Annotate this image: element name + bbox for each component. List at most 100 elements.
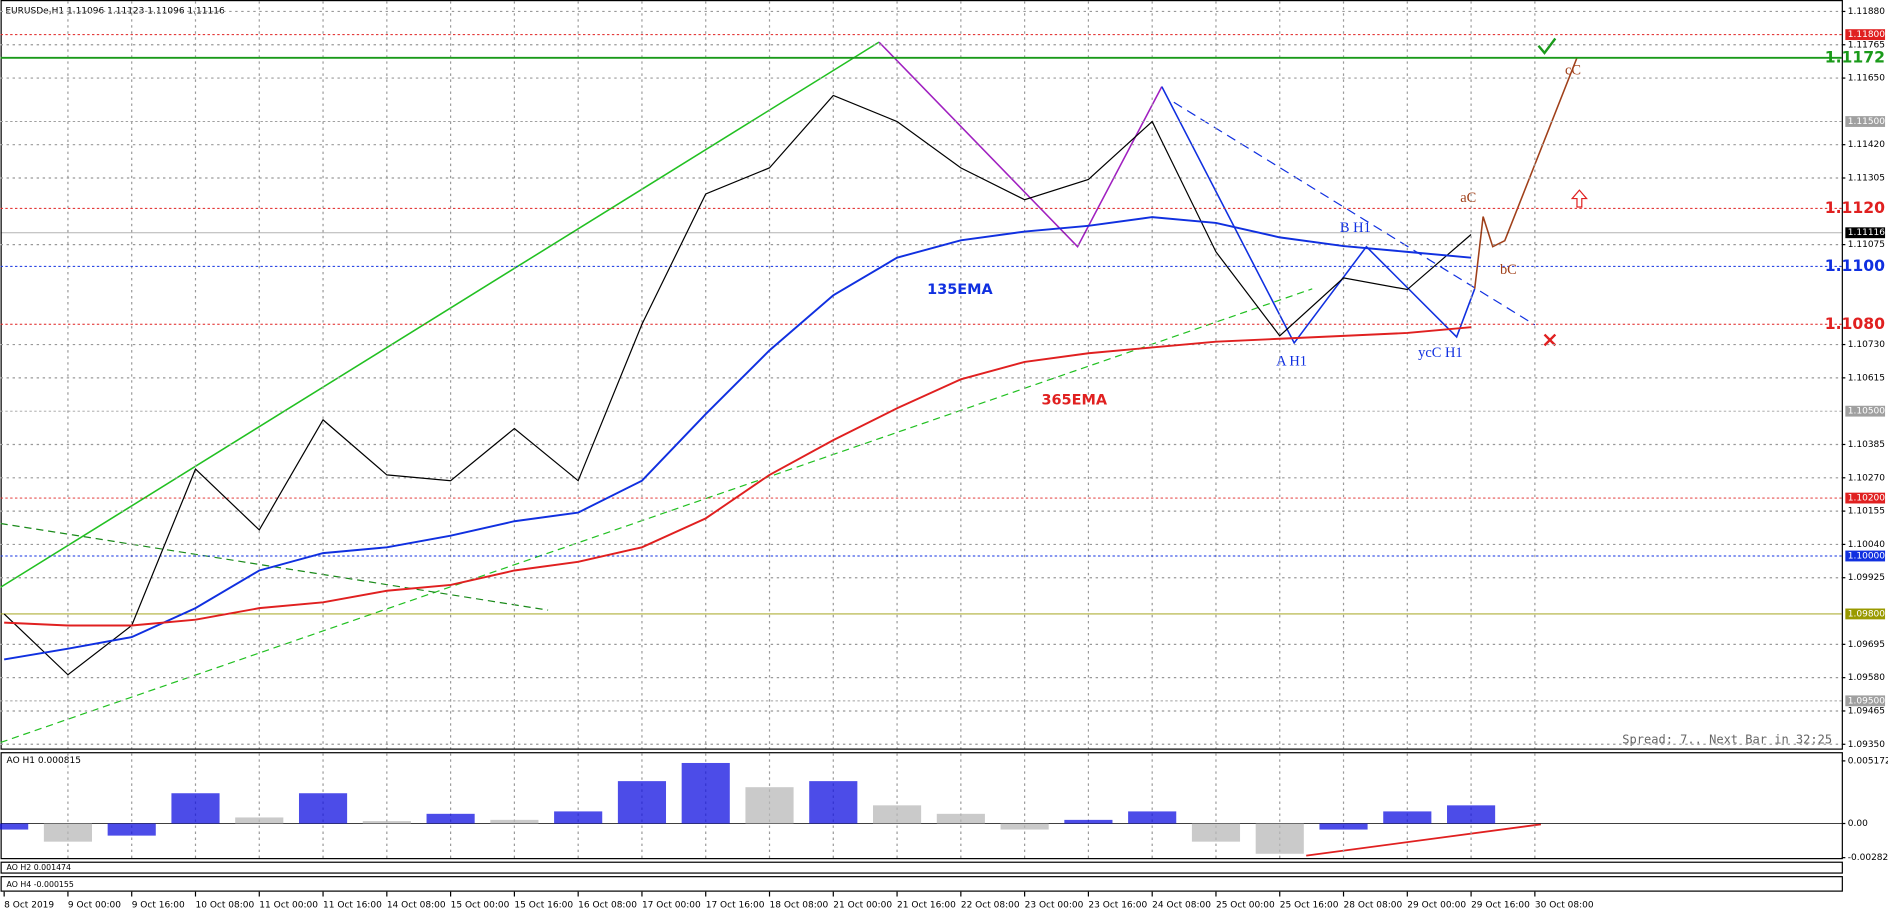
annotation: cC (1565, 62, 1581, 78)
y-tick-label: 1.10615 (1848, 373, 1885, 383)
y-tick-label: 1.11880 (1848, 7, 1886, 17)
ao-bar (554, 811, 603, 824)
y-tick-label: 0.005172 (1848, 756, 1888, 766)
ao-h4-frame (0, 876, 1843, 892)
y-tick-label: 1.11650 (1848, 74, 1886, 84)
ao-bar (745, 787, 794, 824)
price-box-label: 1.09800 (1848, 609, 1886, 619)
y-tick-label: 1.09695 (1848, 640, 1885, 650)
y-tick-label: 1.09465 (1848, 706, 1885, 716)
ao-bar (936, 813, 985, 824)
annotation: A H1 (1276, 354, 1307, 370)
ao-h2-frame (0, 861, 1843, 874)
y-tick-label: 1.11420 (1848, 140, 1886, 150)
x-tick-label: 22 Oct 08:00 (961, 900, 1020, 910)
price-box (1845, 227, 1886, 239)
check-icon (1537, 37, 1557, 55)
wave-line (1161, 86, 1476, 345)
x-tick-label: 25 Oct 16:00 (1280, 900, 1339, 910)
x-tick-label: 17 Oct 16:00 (706, 900, 765, 910)
ao-bar (809, 781, 858, 824)
x-tick-label: 23 Oct 00:00 (1025, 900, 1084, 910)
ao-bar (235, 817, 284, 824)
ao-frame (0, 752, 1843, 860)
x-tick-label: 23 Oct 16:00 (1088, 900, 1147, 910)
x-tick-label: 11 Oct 00:00 (259, 900, 318, 910)
y-tick-label: 1.10730 (1848, 340, 1886, 350)
ao-bar (362, 821, 411, 824)
series-line (3, 216, 1472, 661)
ao-bar (43, 823, 92, 842)
annotation: 135EMA (927, 282, 993, 298)
y-tick-label: 1.09925 (1848, 573, 1885, 583)
y-tick-label: 1.11075 (1848, 240, 1885, 250)
x-tick-label: 28 Oct 08:00 (1344, 900, 1403, 910)
ao-bar (1128, 811, 1177, 824)
ao-bar (1064, 819, 1113, 824)
trend-line (0, 288, 1313, 744)
ao-h2-title: AO H2 0.001474 (7, 863, 71, 872)
ao-title: AO H1 0.000815 (7, 756, 81, 766)
y-tick-label: 0.00 (1848, 819, 1868, 829)
projection-line (1473, 57, 1578, 289)
status-text: Spread: 7.. Next Bar in 32:25 (1622, 733, 1832, 747)
drawings (0, 37, 1588, 857)
price-box-label: 1.09500 (1848, 696, 1886, 706)
ao-bar (1000, 823, 1049, 830)
ao-bar (107, 823, 156, 836)
price-box (1845, 29, 1886, 41)
x-tick-label: 15 Oct 16:00 (514, 900, 573, 910)
x-tick-label: 10 Oct 08:00 (195, 900, 254, 910)
price-box (1845, 695, 1886, 707)
price-box (1845, 492, 1886, 504)
ao-bar (873, 805, 922, 824)
ao-bar (426, 813, 475, 824)
annotation: B H1 (1340, 220, 1371, 236)
x-tick-label: 8 Oct 2019 (4, 900, 54, 910)
x-tick-label: 24 Oct 08:00 (1152, 900, 1211, 910)
x-tick-label: 25 Oct 00:00 (1216, 900, 1275, 910)
level-label: 1.1080 (1825, 314, 1885, 333)
y-tick-label: 1.11305 (1848, 174, 1885, 184)
x-tick-label: 30 Oct 08:00 (1535, 900, 1594, 910)
ao-bar (298, 793, 348, 824)
price-box-label: 1.10000 (1848, 552, 1886, 562)
y-tick-label: 1.10040 (1848, 540, 1886, 550)
annotation: ycC H1 (1418, 345, 1463, 361)
wave-line (878, 41, 1163, 249)
ao-trend-line (1306, 823, 1542, 857)
price-box-label: 1.11116 (1848, 228, 1886, 238)
series-line (3, 94, 1472, 676)
x-tick-label: 9 Oct 00:00 (68, 900, 121, 910)
price-box (1845, 116, 1886, 127)
ao-bar (490, 819, 539, 824)
x-tick-label: 21 Oct 16:00 (897, 900, 956, 910)
price-box-label: 1.10200 (1848, 494, 1886, 504)
ao-bar (617, 781, 667, 824)
price-box (1845, 405, 1886, 417)
price-box-label: 1.10500 (1848, 407, 1886, 417)
ao-bar (1191, 823, 1241, 842)
x-tick-label: 29 Oct 16:00 (1471, 900, 1530, 910)
y-tick-label: 1.10270 (1848, 473, 1886, 483)
x-tick-label: 11 Oct 16:00 (323, 900, 382, 910)
x-tick-label: 17 Oct 00:00 (642, 900, 701, 910)
x-tick-label: 15 Oct 00:00 (451, 900, 510, 910)
ao-bar (1383, 811, 1432, 824)
y-tick-label: 1.11765 (1848, 40, 1885, 50)
x-tick-label: 9 Oct 16:00 (132, 900, 185, 910)
x-tick-label: 14 Oct 08:00 (387, 900, 446, 910)
level-label: 1.1120 (1825, 198, 1885, 217)
arrow-icon (1570, 189, 1588, 208)
x-tick-label: 21 Oct 00:00 (833, 900, 892, 910)
y-tick-label: 1.10385 (1848, 440, 1885, 450)
channel-line (0, 41, 880, 588)
ao-bar (0, 823, 29, 830)
ao-h4-title: AO H4 -0.000155 (7, 880, 74, 889)
x-tick-label: 16 Oct 08:00 (578, 900, 637, 910)
ao-bar (681, 762, 730, 824)
series-line (4, 326, 1472, 627)
annotation: bC (1500, 262, 1517, 278)
